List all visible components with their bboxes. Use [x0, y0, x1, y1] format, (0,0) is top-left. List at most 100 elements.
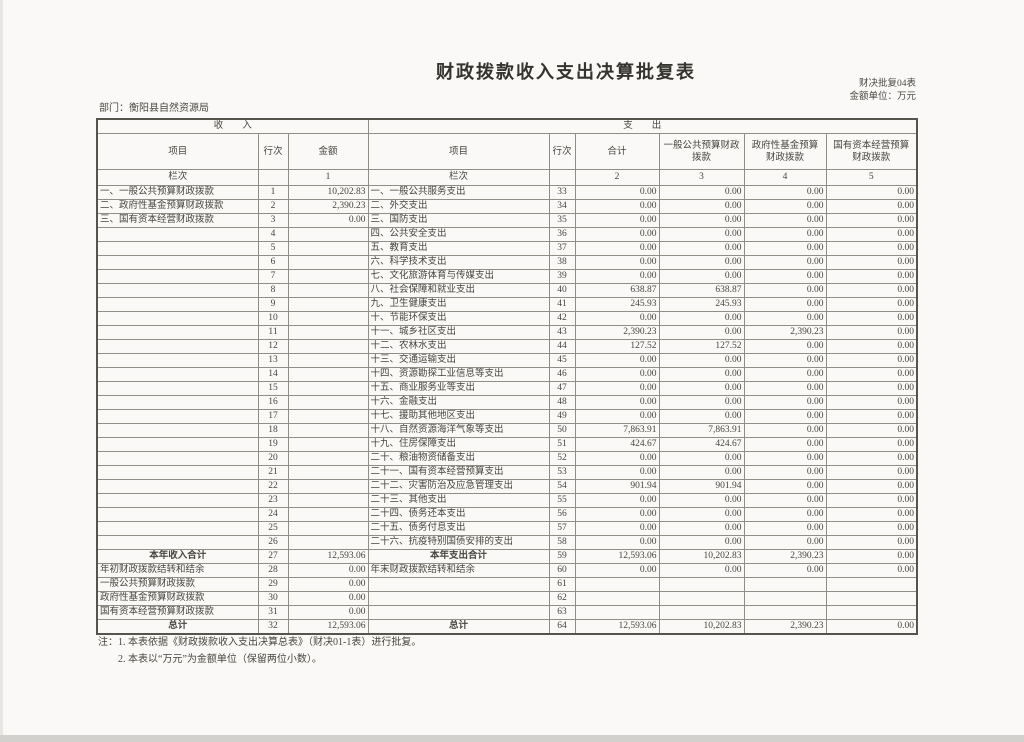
expense-govt-fund: 0.00: [743, 451, 827, 466]
expense-general-budget: 0.00: [658, 241, 745, 256]
expense-item: [367, 605, 550, 620]
income-amount: 12,593.06: [287, 619, 369, 635]
income-line-no: 1: [257, 185, 289, 200]
income-item: 一、一般公共预算财政拨款: [96, 185, 259, 200]
income-amount: [287, 353, 369, 368]
income-line-no: 4: [257, 227, 289, 242]
column-index-row: 栏次 1 栏次 2 3 4 5: [96, 169, 918, 186]
income-line-no: 22: [257, 479, 289, 494]
income-amount: [287, 465, 369, 480]
income-amount: [287, 423, 369, 438]
expense-line-no: 36: [548, 227, 576, 242]
expense-total: 0.00: [574, 255, 660, 270]
expense-total: 2,390.23: [574, 325, 660, 340]
expense-total: 7,863.91: [574, 423, 660, 438]
income-amount: [287, 381, 369, 396]
expense-total: 0.00: [574, 563, 660, 578]
expense-general-budget: 0.00: [658, 311, 745, 326]
expense-state-capital: 0.00: [825, 325, 918, 340]
expense-line-no: 58: [548, 535, 576, 550]
expense-line-no: 59: [548, 549, 576, 564]
expense-state-capital: 0.00: [825, 521, 918, 536]
expense-state-capital: 0.00: [825, 423, 918, 438]
expense-state-capital: 0.00: [825, 465, 918, 480]
income-amount: 0.00: [287, 577, 369, 592]
expense-item: 二十、粮油物资储备支出: [367, 451, 550, 466]
expense-general-budget: 0.00: [658, 367, 745, 382]
expense-govt-fund: 0.00: [743, 535, 827, 550]
department-label: 部门：衡阳县自然资源局: [99, 103, 209, 114]
income-line-no: 11: [257, 325, 289, 340]
expense-state-capital-header: 国有资本经营预算财政拨款: [825, 133, 918, 170]
income-item: [96, 325, 259, 340]
table-row: 25 二十五、债务付息支出 57 0.00 0.00 0.00 0.00: [96, 521, 918, 536]
income-amount: 0.00: [287, 605, 369, 620]
expense-line-no: 39: [548, 269, 576, 284]
expense-total: 0.00: [574, 493, 660, 508]
income-section-header: 收 入: [96, 118, 369, 134]
income-line-no: 14: [257, 367, 289, 382]
expense-govt-fund: 0.00: [743, 255, 827, 270]
expense-state-capital: 0.00: [825, 227, 918, 242]
expense-state-capital: 0.00: [825, 549, 918, 564]
expense-item: 十二、农林水支出: [367, 339, 550, 354]
income-line-no: 3: [257, 213, 289, 228]
expense-item: 一、一般公共服务支出: [367, 185, 550, 200]
income-amount: [287, 479, 369, 494]
income-item: 国有资本经营预算财政拨款: [96, 605, 259, 620]
income-amount: [287, 395, 369, 410]
income-line-no: 23: [257, 493, 289, 508]
expense-govt-fund: 0.00: [743, 563, 827, 578]
expense-item: 十、节能环保支出: [367, 311, 550, 326]
footnote-1: 注：1. 本表依据《财政拨款收入支出决算总表》（财决01-1表）进行批复。: [98, 637, 422, 648]
expense-total: [574, 605, 660, 620]
income-amount: 0.00: [287, 591, 369, 606]
expense-general-budget: 10,202.83: [658, 619, 745, 635]
table-row: 二、政府性基金预算财政拨款 2 2,390.23 二、外交支出 34 0.00 0.00 0.…: [96, 199, 918, 214]
income-amount: [287, 227, 369, 242]
expense-total: 0.00: [574, 227, 660, 242]
expense-state-capital: [825, 591, 918, 606]
expense-govt-fund: 0.00: [743, 381, 827, 396]
expense-total: 0.00: [574, 353, 660, 368]
income-amount: [287, 521, 369, 536]
expense-general-budget: 638.87: [658, 283, 745, 298]
expense-total: 0.00: [574, 367, 660, 382]
expense-state-capital: 0.00: [825, 353, 918, 368]
income-amount: 10,202.83: [287, 185, 369, 200]
expense-item: 十七、援助其他地区支出: [367, 409, 550, 424]
expense-govt-fund: 0.00: [743, 521, 827, 536]
income-item: [96, 311, 259, 326]
expense-state-capital: 0.00: [825, 283, 918, 298]
expense-total-header: 合计: [574, 133, 660, 170]
expense-item: 二、外交支出: [367, 199, 550, 214]
expense-state-capital: 0.00: [825, 479, 918, 494]
expense-item: 二十三、其他支出: [367, 493, 550, 508]
income-item: [96, 339, 259, 354]
income-item: [96, 283, 259, 298]
expense-state-capital: [825, 577, 918, 592]
expense-total: 127.52: [574, 339, 660, 354]
income-amount: 2,390.23: [287, 199, 369, 214]
expense-state-capital: 0.00: [825, 493, 918, 508]
expense-state-capital: 0.00: [825, 563, 918, 578]
expense-state-capital: 0.00: [825, 241, 918, 256]
expense-total: 245.93: [574, 297, 660, 312]
income-item: [96, 269, 259, 284]
table-row: 24 二十四、债务还本支出 56 0.00 0.00 0.00 0.00: [96, 507, 918, 522]
expense-total: 0.00: [574, 535, 660, 550]
expense-line-no: 61: [548, 577, 576, 592]
expense-total: 0.00: [574, 451, 660, 466]
income-line-no: 24: [257, 507, 289, 522]
income-item: 三、国有资本经营财政拨款: [96, 213, 259, 228]
expense-line-no: 44: [548, 339, 576, 354]
expense-general-budget: 0.00: [658, 409, 745, 424]
expense-state-capital: 0.00: [825, 451, 918, 466]
expense-lanci-2: 2: [574, 169, 660, 186]
expense-lanci-3: 3: [658, 169, 745, 186]
expense-state-capital: 0.00: [825, 395, 918, 410]
scan-edge-bottom: [0, 735, 1024, 742]
income-item: [96, 227, 259, 242]
expense-govt-fund: [743, 577, 827, 592]
expense-govt-fund: 0.00: [743, 437, 827, 452]
